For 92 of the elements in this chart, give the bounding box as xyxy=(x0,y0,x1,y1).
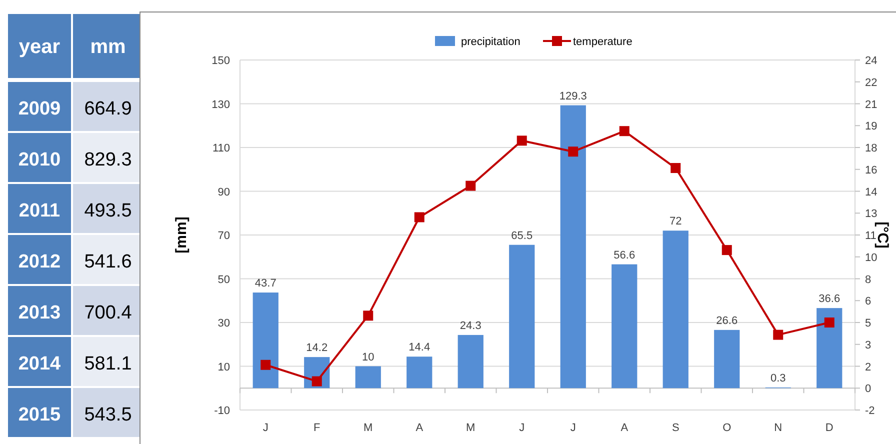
y2-tick-label: 2 xyxy=(865,361,872,374)
data-label: 829.3 xyxy=(84,150,132,170)
y-tick-label: 30 xyxy=(218,318,230,330)
data-label: 10 xyxy=(362,351,374,364)
data-label: 541.6 xyxy=(84,252,132,272)
y2-tick-label: 24 xyxy=(865,55,878,67)
x-tick-label: A xyxy=(620,422,629,434)
y-tick-label: 130 xyxy=(212,98,230,111)
data-label: 581.1 xyxy=(84,354,132,374)
y-tick-label: 2012 xyxy=(18,252,61,272)
bar xyxy=(509,244,535,388)
x-tick-label: A xyxy=(416,422,424,434)
y-tick-label: 50 xyxy=(218,274,230,286)
y-axis-title: year xyxy=(18,36,60,58)
point xyxy=(466,180,476,191)
x-tick-label: D xyxy=(825,422,834,434)
x-tick-label: N xyxy=(774,422,782,434)
x-tick-label: mm xyxy=(90,36,126,58)
y2-tick-label: 11 xyxy=(865,230,876,242)
bar xyxy=(662,230,688,388)
x-tick-label: F xyxy=(314,422,321,434)
point xyxy=(722,245,732,256)
data-label: 72 xyxy=(670,216,682,228)
bar xyxy=(560,105,586,388)
y2-tick-label: 19 xyxy=(865,120,878,133)
x-tick-label: J xyxy=(519,422,525,434)
point xyxy=(619,126,630,136)
y2-tick-label: 13 xyxy=(865,208,878,220)
x-tick-label: S xyxy=(672,422,680,434)
y2-tick-label: 8 xyxy=(865,274,872,286)
bar xyxy=(714,330,740,388)
data-label: 24.3 xyxy=(460,320,482,332)
bar xyxy=(252,292,278,388)
point xyxy=(773,330,784,340)
y2-tick-label: 5 xyxy=(865,318,872,330)
y-tick-label: 70 xyxy=(218,230,230,242)
y2-tick-label: -2 xyxy=(865,405,875,417)
data-label: 36.6 xyxy=(818,293,840,306)
y-tick-label: 110 xyxy=(212,142,230,154)
y-tick-label: 2011 xyxy=(18,200,61,222)
point xyxy=(260,360,271,370)
bar xyxy=(816,308,842,388)
y2-tick-label: 6 xyxy=(865,296,872,308)
legend-label: precipitation xyxy=(461,36,520,48)
data-label: 493.5 xyxy=(84,200,132,222)
point xyxy=(568,146,578,157)
x-tick-label: O xyxy=(722,422,732,434)
data-label: 664.9 xyxy=(84,98,132,120)
data-label: 129.3 xyxy=(559,90,587,102)
y2-tick-label: 3 xyxy=(865,339,872,352)
y2-tick-label: 18 xyxy=(865,142,878,154)
point xyxy=(824,318,834,328)
y2-tick-label: 10 xyxy=(865,252,878,264)
y2-tick-label: 0 xyxy=(865,383,872,396)
y-tick-label: 2010 xyxy=(18,150,61,170)
y2-tick-label: 14 xyxy=(865,186,878,198)
y-tick-label: 2014 xyxy=(18,354,62,374)
point xyxy=(516,136,527,146)
y2-tick-label: 22 xyxy=(865,76,878,89)
point xyxy=(414,212,424,222)
data-label: 65.5 xyxy=(511,230,533,242)
x-tick-label: M xyxy=(466,422,476,434)
x-tick-label: M xyxy=(364,422,373,434)
data-label: 26.6 xyxy=(716,314,738,327)
y-tick-label: 2015 xyxy=(18,404,62,426)
point xyxy=(312,376,322,386)
data-label: 14.2 xyxy=(306,342,328,354)
data-label: 56.6 xyxy=(614,249,636,262)
data-label: 700.4 xyxy=(84,302,132,324)
y-tick-label: -10 xyxy=(214,405,230,417)
bar xyxy=(355,366,381,388)
legend-label: temperature xyxy=(573,36,632,48)
y2-tick-label: 16 xyxy=(865,164,878,176)
y-axis-title: [mm] xyxy=(173,216,190,254)
data-label: 14.4 xyxy=(408,342,430,354)
data-label: 543.5 xyxy=(84,404,132,426)
data-label: 43.7 xyxy=(254,278,276,290)
y2-tick-label: 21 xyxy=(865,98,878,111)
y-tick-label: 90 xyxy=(218,186,230,198)
bar xyxy=(406,356,432,388)
y-tick-label: 10 xyxy=(218,361,230,374)
data-label: 0.3 xyxy=(770,372,786,384)
y-tick-label: 2009 xyxy=(18,98,61,120)
y2-axis-title: [°C] xyxy=(874,222,891,248)
point xyxy=(670,163,681,174)
x-tick-label: J xyxy=(570,422,576,434)
point xyxy=(363,310,374,321)
y-tick-label: 2013 xyxy=(18,302,61,324)
y-tick-label: 150 xyxy=(212,55,230,67)
bar xyxy=(612,264,638,388)
x-tick-label: J xyxy=(262,422,268,434)
bar xyxy=(458,334,484,388)
